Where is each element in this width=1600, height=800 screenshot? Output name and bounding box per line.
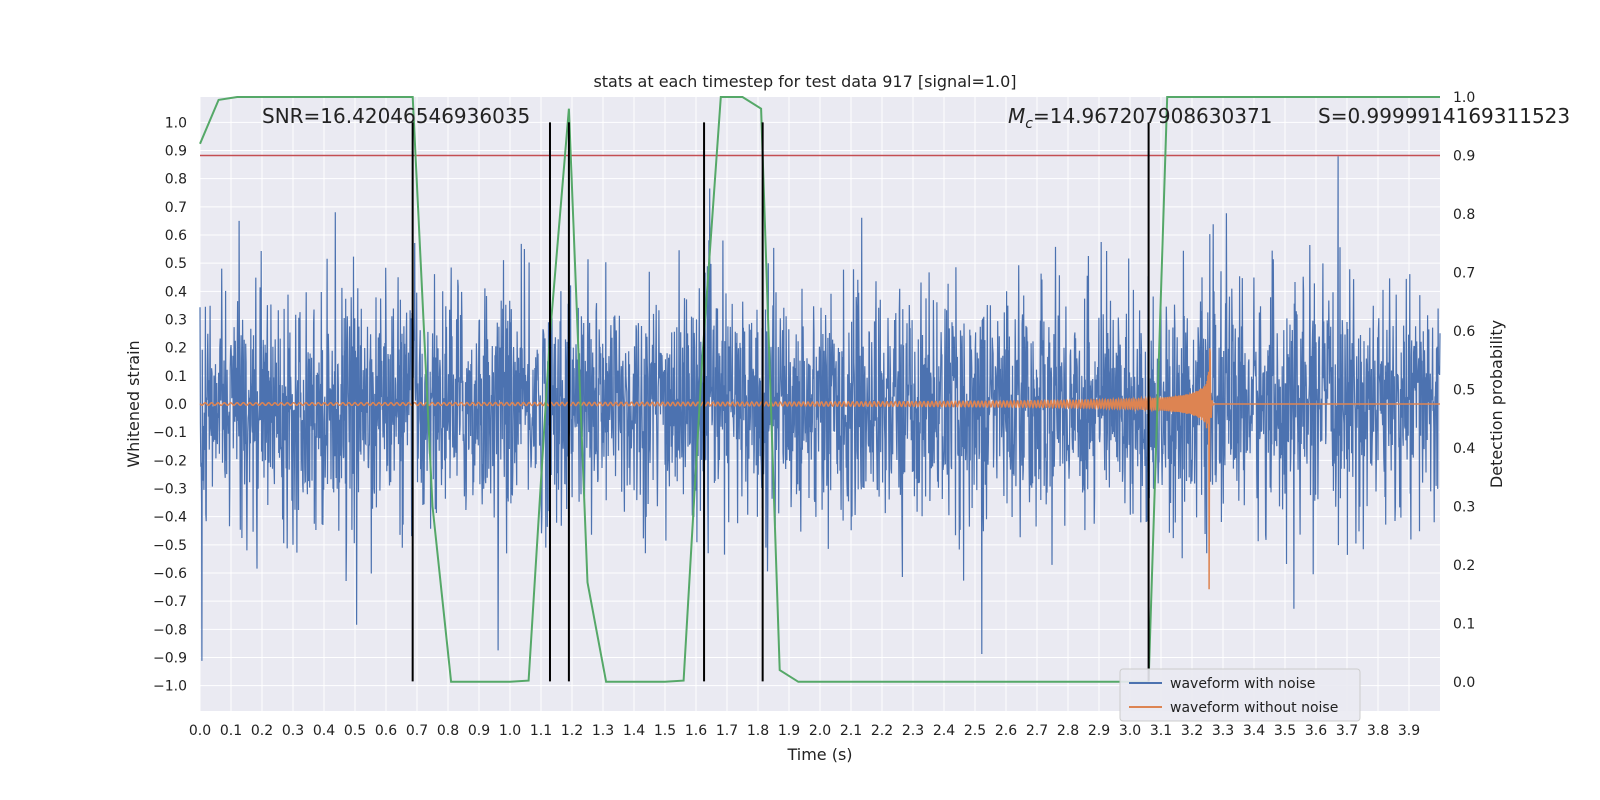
x-tick-label: 1.2	[561, 723, 583, 739]
y-left-tick-label: −0.9	[153, 650, 187, 666]
clean-line	[199, 348, 1440, 590]
x-tick-label: 3.9	[1398, 723, 1420, 739]
chart-title: stats at each timestep for test data 917…	[593, 72, 1016, 91]
y-left-tick-label: 0.1	[165, 369, 187, 385]
y-left-tick-label: 1.0	[165, 115, 187, 131]
y-left-tick-label: −0.5	[153, 538, 187, 554]
chirp-mass-subscript: c	[1025, 116, 1033, 132]
series-detection-probability	[199, 96, 1440, 683]
x-tick-label: 2.2	[871, 723, 893, 739]
x-tick-label: 1.7	[716, 723, 738, 739]
x-tick-label: 1.9	[778, 723, 800, 739]
y-right-tick-label: 0.0	[1453, 675, 1475, 691]
y-left-tick-label: 0.6	[165, 228, 187, 244]
x-tick-label: 2.3	[902, 723, 924, 739]
noise-line	[199, 156, 1441, 661]
x-tick-label: 1.0	[499, 723, 521, 739]
y-left-tick-label: 0.2	[165, 341, 187, 357]
x-tick-label: 0.3	[282, 723, 304, 739]
y-left-tick-label: −0.8	[153, 622, 187, 638]
y-left-tick-label: −0.2	[153, 453, 187, 469]
y-left-tick-label: 0.7	[165, 200, 187, 216]
x-tick-label: 3.0	[1119, 723, 1141, 739]
x-tick-label: 1.5	[654, 723, 676, 739]
y-left-tick-label: −0.7	[153, 594, 187, 610]
x-tick-label: 0.7	[406, 723, 428, 739]
s-annotation: S=0.9999914169311523	[1318, 104, 1570, 128]
y-right-tick-label: 0.1	[1453, 616, 1475, 632]
chirp-mass-symbol: M	[1008, 104, 1025, 128]
y-right-tick-label: 1.0	[1453, 90, 1475, 106]
x-tick-label: 0.1	[220, 723, 242, 739]
x-tick-label: 2.8	[1057, 723, 1079, 739]
y-right-tick-label: 0.5	[1453, 382, 1475, 398]
x-tick-label: 1.6	[685, 723, 707, 739]
x-tick-label: 2.4	[933, 723, 955, 739]
y-right-tick-label: 0.6	[1453, 324, 1475, 340]
chirp-mass-annotation: Mc=14.967207908630371	[1008, 104, 1272, 132]
x-tick-label: 3.7	[1336, 723, 1358, 739]
x-tick-labels: 0.0 0.1 0.2 0.3 0.4 0.5 0.6 0.7 0.8 0.9 1.0 1.1 1.2 1…	[189, 723, 1420, 739]
x-tick-label: 2.5	[964, 723, 986, 739]
legend-box	[1119, 668, 1361, 722]
x-tick-label: 0.8	[437, 723, 459, 739]
legend-label-clean: waveform without noise	[1170, 700, 1338, 716]
x-tick-label: 0.6	[375, 723, 397, 739]
y-right-tick-label: 0.8	[1453, 207, 1475, 223]
x-tick-label: 0.9	[468, 723, 490, 739]
y-left-tick-label: −0.6	[153, 566, 187, 582]
y-right-tick-label: 0.3	[1453, 499, 1475, 515]
y-left-tick-label: 0.0	[165, 397, 187, 413]
x-tick-label: 2.7	[1026, 723, 1048, 739]
x-tick-label: 3.1	[1150, 723, 1172, 739]
y-right-tick-label: 0.4	[1453, 441, 1475, 457]
y-left-tick-labels: 1.0 0.9 0.8 0.7 0.6 0.5 0.4 0.3 0.2 0.1 0.0 −0.1 −0.…	[153, 115, 187, 694]
x-tick-label: 3.3	[1212, 723, 1234, 739]
y-left-tick-label: −0.3	[153, 481, 187, 497]
x-tick-label: 0.2	[251, 723, 273, 739]
x-tick-label: 2.0	[809, 723, 831, 739]
y-axis-label-left: Whitened strain	[124, 340, 143, 467]
x-tick-label: 0.5	[344, 723, 366, 739]
y-axis-label-right: Detection probability	[1487, 320, 1506, 488]
x-tick-label: 2.1	[840, 723, 862, 739]
legend: waveform with noise waveform without noi…	[1119, 668, 1361, 722]
y-left-tick-label: −1.0	[153, 679, 187, 695]
y-right-tick-label: 0.7	[1453, 265, 1475, 281]
x-tick-label: 3.2	[1181, 723, 1203, 739]
y-left-tick-label: 0.9	[165, 144, 187, 160]
x-tick-label: 1.3	[592, 723, 614, 739]
legend-label-noise: waveform with noise	[1170, 676, 1315, 692]
x-axis-label: Time (s)	[786, 745, 852, 764]
x-tick-label: 2.6	[995, 723, 1017, 739]
y-left-tick-label: −0.1	[153, 425, 187, 441]
x-tick-label: 3.8	[1367, 723, 1389, 739]
y-left-tick-label: 0.8	[165, 172, 187, 188]
series-waveform-with-noise	[199, 156, 1441, 661]
x-tick-label: 3.4	[1243, 723, 1265, 739]
probability-line	[199, 96, 1440, 683]
x-tick-label: 2.9	[1088, 723, 1110, 739]
y-left-tick-label: 0.4	[165, 284, 187, 300]
x-tick-label: 1.4	[623, 723, 645, 739]
x-tick-label: 0.4	[313, 723, 335, 739]
y-left-tick-label: −0.4	[153, 510, 187, 526]
y-right-tick-labels: 1.0 0.9 0.8 0.7 0.6 0.5 0.4 0.3 0.2 0.1 0.0	[1453, 90, 1475, 691]
x-tick-label: 1.1	[530, 723, 552, 739]
x-tick-label: 0.0	[189, 723, 211, 739]
vertical-markers	[411, 122, 1150, 682]
x-tick-label: 3.6	[1305, 723, 1327, 739]
chirp-mass-value: =14.967207908630371	[1033, 104, 1272, 128]
y-right-tick-label: 0.2	[1453, 558, 1475, 574]
x-tick-label: 1.8	[747, 723, 769, 739]
series-waveform-without-noise	[199, 348, 1440, 590]
x-tick-label: 3.5	[1274, 723, 1296, 739]
y-right-tick-label: 0.9	[1453, 148, 1475, 164]
y-left-tick-label: 0.5	[165, 256, 187, 272]
snr-annotation: SNR=16.42046546936035	[262, 104, 530, 128]
y-left-tick-label: 0.3	[165, 313, 187, 329]
